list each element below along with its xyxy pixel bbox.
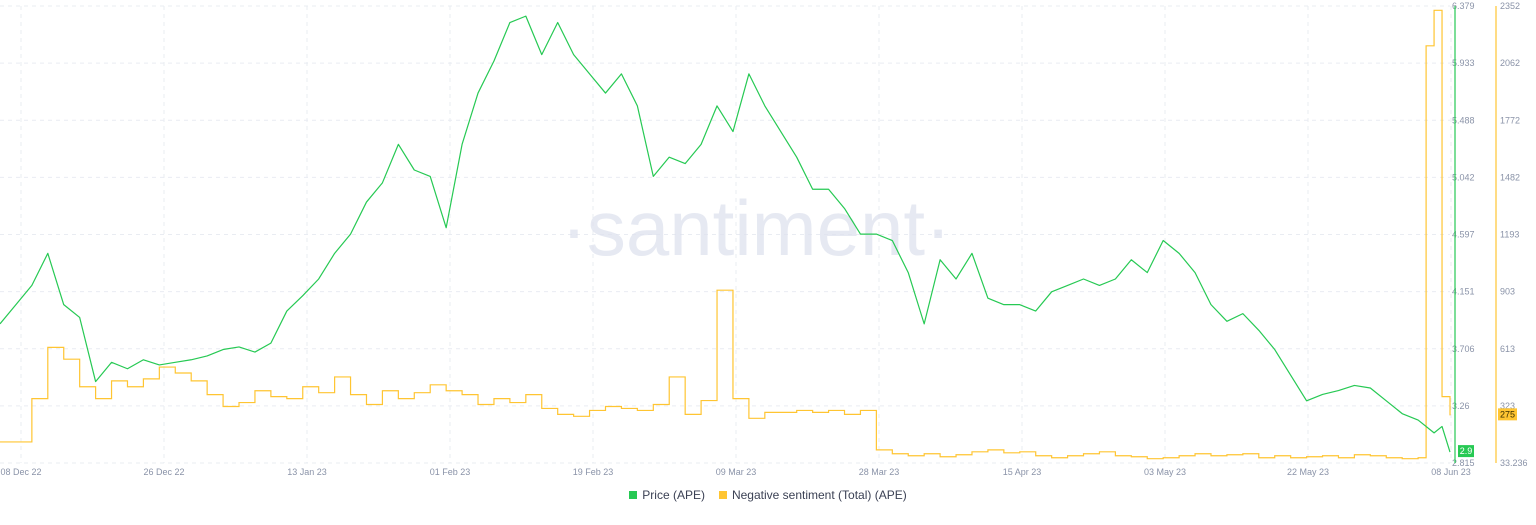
y-left-tick-label: 3.26 (1452, 401, 1470, 411)
x-tick-label: 15 Apr 23 (1003, 467, 1042, 477)
y-right-tick-label: 323 (1500, 401, 1515, 411)
y-left-tick-label: 5.933 (1452, 58, 1475, 68)
x-tick-label: 19 Feb 23 (573, 467, 614, 477)
y-left-tick-label: 3.706 (1452, 344, 1475, 354)
y-right-tick-label: 1772 (1500, 115, 1520, 125)
y-left-tick-label: 4.151 (1452, 287, 1475, 297)
y-right-tick-label: 2062 (1500, 58, 1520, 68)
legend: Price (APE) Negative sentiment (Total) (… (0, 488, 1536, 502)
sentiment-badge: 275 (1500, 409, 1515, 419)
y-right-tick-label: 903 (1500, 287, 1515, 297)
x-tick-label: 01 Feb 23 (430, 467, 471, 477)
y-left-tick-label: 5.488 (1452, 115, 1475, 125)
y-left-tick-label: 2.815 (1452, 458, 1475, 468)
x-tick-label: 08 Jun 23 (1431, 467, 1471, 477)
value-badges: 2.9 275 (1458, 408, 1517, 458)
legend-swatch-sentiment (718, 491, 727, 499)
legend-swatch-price (629, 491, 638, 499)
grid (0, 5, 1452, 464)
y-right-tick-label: 2352 (1500, 1, 1520, 11)
legend-label-price: Price (APE) (642, 488, 705, 502)
x-tick-label: 09 Mar 23 (716, 467, 757, 477)
x-tick-label: 28 Mar 23 (859, 467, 900, 477)
price-badge: 2.9 (1460, 446, 1473, 456)
y-right-tick-label: 1193 (1500, 230, 1519, 240)
axes: 6.3795.9335.4885.0424.5974.1513.7063.262… (0, 1, 1527, 477)
legend-item-price[interactable]: Price (APE) (629, 488, 705, 502)
x-tick-label: 13 Jan 23 (287, 467, 327, 477)
legend-label-sentiment: Negative sentiment (Total) (APE) (731, 488, 907, 502)
y-right-tick-label: 613 (1500, 344, 1515, 354)
price-badge-bg (1458, 445, 1474, 458)
y-left-tick-label: 6.379 (1452, 1, 1475, 11)
y-right-tick-label: 33.236 (1500, 458, 1528, 468)
series (0, 9, 1451, 460)
y-left-tick-label: 5.042 (1452, 172, 1475, 182)
series-line-negative-sentiment (0, 9, 1451, 460)
y-right-tick-label: 1482 (1500, 172, 1520, 182)
y-left-tick-label: 4.597 (1452, 230, 1475, 240)
sentiment-badge-bg (1498, 408, 1517, 421)
legend-item-sentiment[interactable]: Negative sentiment (Total) (APE) (718, 488, 907, 502)
watermark-logo: ·santiment· (561, 184, 951, 272)
x-tick-label: 03 May 23 (1144, 467, 1186, 477)
x-tick-label: 08 Dec 22 (0, 467, 41, 477)
x-tick-label: 22 May 23 (1287, 467, 1329, 477)
x-tick-label: 26 Dec 22 (143, 467, 184, 477)
series-line-price (0, 15, 1451, 453)
